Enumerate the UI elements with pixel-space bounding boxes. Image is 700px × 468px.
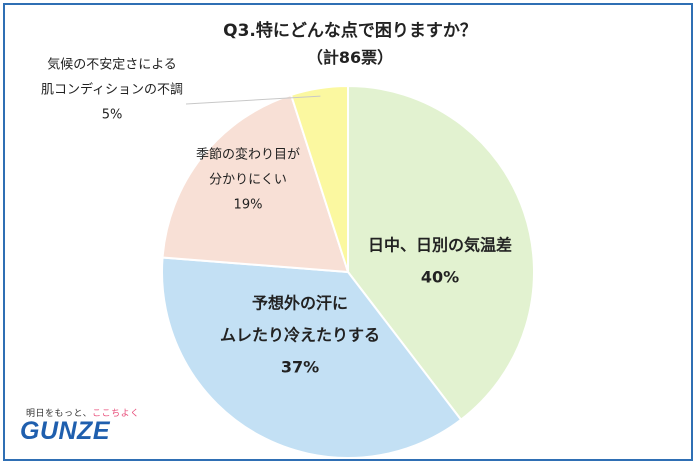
brand-tagline-heart: ここちよく xyxy=(92,409,140,419)
slice-1-percent: 40% xyxy=(421,268,459,287)
brand-logo-text: GUNZE xyxy=(20,417,110,445)
slice-3-percent: 19% xyxy=(234,198,263,213)
slice-3-label: 分かりにくい xyxy=(209,173,287,188)
slice-4-label: 肌コンディションの不調 xyxy=(41,82,183,98)
slice-2-percent: 37% xyxy=(281,358,319,377)
slice-4-label: 気候の不安定さによる xyxy=(47,57,177,73)
gunze-logo: 明日をもっと、ここちよく GUNZE xyxy=(20,406,139,452)
pie-slice-2 xyxy=(161,256,463,459)
slice-4-percent: 5% xyxy=(102,108,123,123)
slice-2-label: ムレたり冷えたりする xyxy=(220,326,380,345)
slice-3-label: 季節の変わり目が xyxy=(196,147,300,163)
slice-1-label: 日中、日別の気温差 xyxy=(368,236,512,255)
pie-slice-3 xyxy=(161,93,350,274)
chart-subtitle: （計86票） xyxy=(306,48,394,67)
chart-title: Q3.特にどんな点で困りますか？ xyxy=(223,21,477,41)
brand-tagline-text: 明日をもっと、 xyxy=(26,409,93,419)
slice-2-label: 予想外の汗に xyxy=(252,294,348,313)
pie-slice-1 xyxy=(347,84,535,422)
pie-slice-4 xyxy=(289,84,349,273)
brand-tagline: 明日をもっと、ここちよく xyxy=(26,406,140,419)
leader-line-4 xyxy=(185,95,321,105)
